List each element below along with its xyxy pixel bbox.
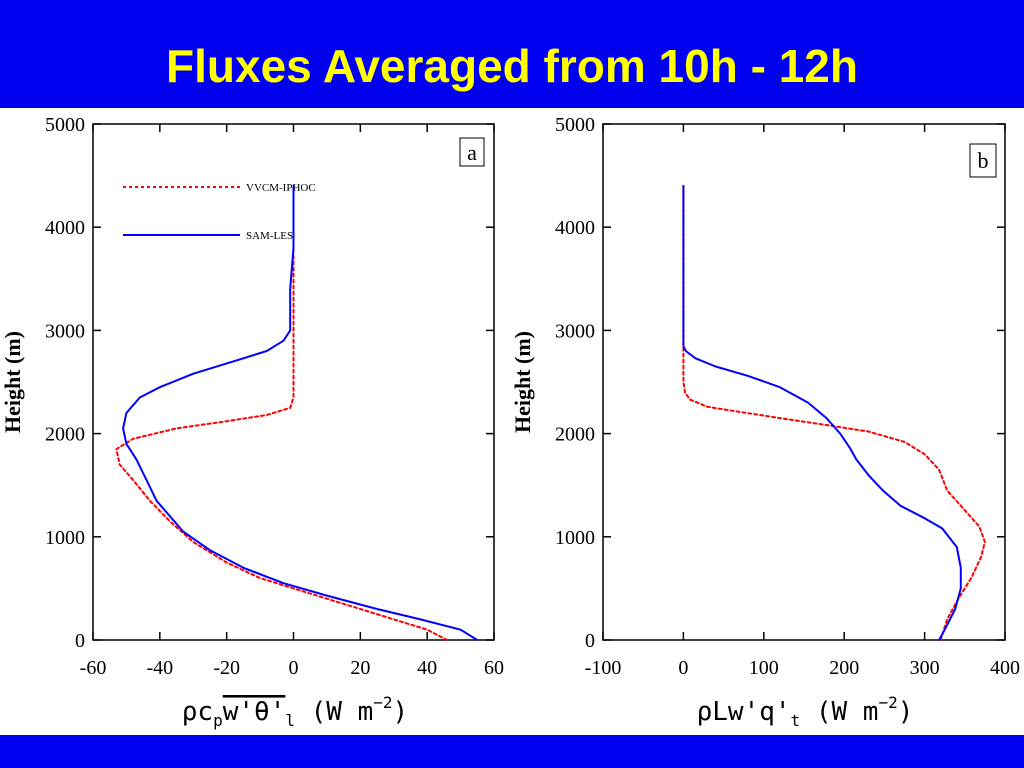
x-tick-label-a-5: 40: [417, 657, 437, 679]
x-tick-label-b-0: -100: [585, 657, 622, 679]
x-axis-label-a-sup: −2: [373, 693, 392, 712]
y-tick-label-a-2: 2000: [45, 424, 85, 446]
x-tick-label-b-3: 200: [829, 657, 859, 679]
footer-banner: [0, 735, 1024, 768]
chart-panel-b: Height (m) ρLw'q't (W m−2) b -100 0 100 200…: [510, 114, 1020, 730]
x-axis-label-a: ρcpw'θ'l (W m−2): [182, 693, 408, 730]
x-axis-label-b-part2: (W m: [800, 697, 878, 727]
y-tick-label-a-4: 4000: [45, 217, 85, 239]
y-tick-label-a-3: 3000: [45, 320, 85, 342]
slide-title: Fluxes Averaged from 10h - 12h: [166, 40, 858, 92]
legend-label-vvcm-iphoc: VVCM-IPHOC: [246, 182, 316, 194]
x-tick-label-b-4: 300: [910, 657, 940, 679]
x-tick-label-b-5: 400: [990, 657, 1020, 679]
x-axis-label-b-sup: −2: [878, 693, 897, 712]
x-tick-label-a-2: -20: [213, 657, 240, 679]
y-tick-label-a-5: 5000: [45, 114, 85, 136]
x-tick-label-b-1: 0: [678, 657, 688, 679]
series-line-b-sam-les: [682, 184, 962, 641]
y-tick-label-a-0: 0: [75, 630, 85, 652]
x-axis-label-a-sub1: p: [213, 711, 223, 730]
x-axis-label-b-part3: ): [898, 697, 914, 727]
x-axis-label-a-part2: w'θ': [223, 697, 286, 727]
x-axis-label-b-sub1: t: [791, 711, 801, 730]
y-tick-label-a-1: 1000: [45, 527, 85, 549]
y-tick-label-b-3: 3000: [555, 320, 595, 342]
legend-label-sam-les: SAM-LES: [246, 230, 293, 242]
title-banner: [0, 0, 1024, 108]
x-axis-label-a-part3: (W m: [295, 697, 373, 727]
panel-label-box-a: [459, 137, 485, 167]
x-tick-label-a-1: -40: [146, 657, 173, 679]
x-tick-label-a-3: 0: [289, 657, 299, 679]
plot-frame-b: [602, 123, 1006, 641]
panel-label-a: a: [467, 140, 477, 165]
y-axis-label-b: Height (m): [510, 331, 535, 433]
x-tick-label-a-4: 20: [350, 657, 370, 679]
y-axis-label-a: Height (m): [0, 331, 25, 433]
y-tick-label-b-1: 1000: [555, 527, 595, 549]
legend: VVCM-IPHOC SAM-LES: [123, 182, 316, 242]
x-axis-label-a-part4: ): [393, 697, 409, 727]
y-tick-label-b-2: 2000: [555, 424, 595, 446]
series-line-a-sam-les: [122, 184, 479, 641]
x-tick-label-a-6: 60: [484, 657, 504, 679]
x-axis-label-b: ρLw'q't (W m−2): [697, 693, 914, 730]
y-tick-label-b-4: 4000: [555, 217, 595, 239]
x-axis-label-b-part1: ρLw'q': [697, 697, 791, 727]
x-axis-label-a-part1: ρc: [182, 697, 213, 727]
x-tick-label-b-2: 100: [749, 657, 779, 679]
x-tick-label-a-0: -60: [80, 657, 107, 679]
x-axis-label-a-sub2: l: [285, 711, 295, 730]
y-tick-label-b-0: 0: [585, 630, 595, 652]
panel-label-b: b: [978, 148, 989, 173]
series-line-a-vvcm-iphoc: [115, 184, 449, 641]
series-line-b-vvcm-iphoc: [682, 184, 986, 641]
chart-panel-a: Height (m) ρcpw'θ'l (W m−2) a VVCM-IPHOC…: [0, 114, 504, 730]
panel-label-box-b: [969, 143, 997, 178]
y-tick-label-b-5: 5000: [555, 114, 595, 136]
